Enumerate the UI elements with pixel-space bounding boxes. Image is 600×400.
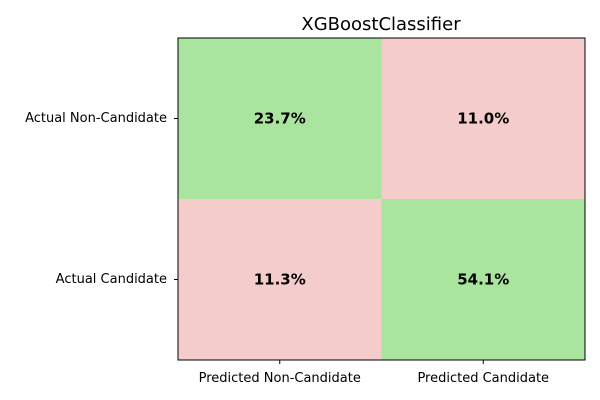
heatmap-cell-r1-c0 <box>178 199 382 360</box>
cell-value-label-r1-c1: 54.1% <box>457 271 509 289</box>
y-axis: Actual Non-Candidate Actual Candidate <box>25 111 178 287</box>
chart-title: XGBoostClassifier <box>301 14 461 35</box>
plot-frame <box>177 37 586 361</box>
cell-value-label-r0-c0: 23.7% <box>254 110 306 128</box>
y-tick-label: Actual Candidate <box>56 272 167 287</box>
x-tick-label: Predicted Candidate <box>417 371 549 386</box>
heatmap-cell-r1-c1 <box>381 199 585 360</box>
cell-value-label-r1-c0: 11.3% <box>254 271 306 289</box>
heatmap-cell-r0-c0 <box>178 38 382 199</box>
y-tick-label: Actual Non-Candidate <box>25 111 167 126</box>
cells-layer <box>178 38 585 360</box>
x-axis: Predicted Non-Candidate Predicted Candida… <box>199 360 549 386</box>
cell-value-label-r0-c1: 11.0% <box>457 110 509 128</box>
cell-labels-layer: 23.7% 11.0% 11.3% 54.1% <box>254 110 510 289</box>
x-tick-label: Predicted Non-Candidate <box>199 371 361 386</box>
heatmap-cell-r0-c1 <box>381 38 585 199</box>
